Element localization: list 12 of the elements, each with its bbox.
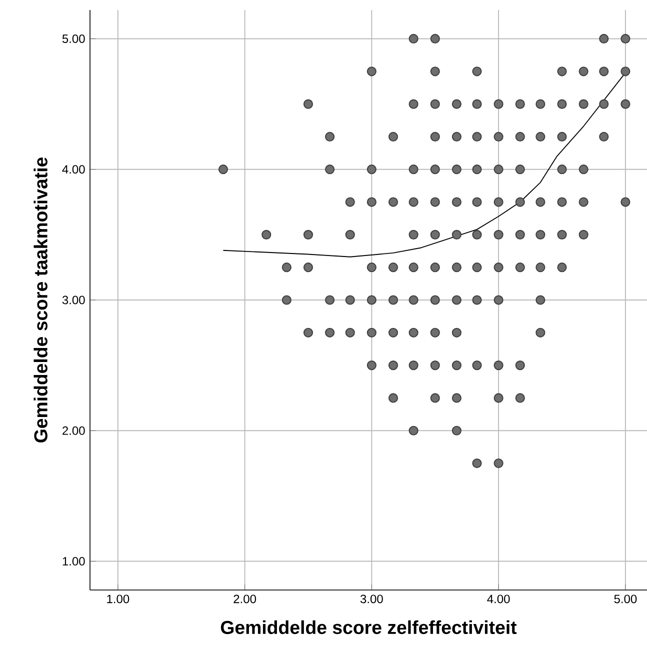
x-tick-label: 3.00: [360, 594, 383, 604]
x-tick-label: 2.00: [234, 594, 256, 604]
y-axis-title: Gemiddelde score taakmotivatie: [34, 157, 48, 442]
y-tick-label: 1.00: [62, 557, 85, 566]
y-tick-label: 3.00: [62, 296, 85, 304]
y-tick-label: 2.00: [62, 426, 85, 435]
x-tick-label: 5.00: [614, 594, 637, 604]
y-tick-label: 5.00: [62, 34, 85, 43]
y-tick-label: 4.00: [62, 165, 85, 174]
x-axis-title: Gemiddelde score zelfeffectiviteit: [220, 620, 517, 634]
x-tick-label: 4.00: [487, 594, 510, 604]
x-tick-label: 1.00: [107, 594, 130, 604]
